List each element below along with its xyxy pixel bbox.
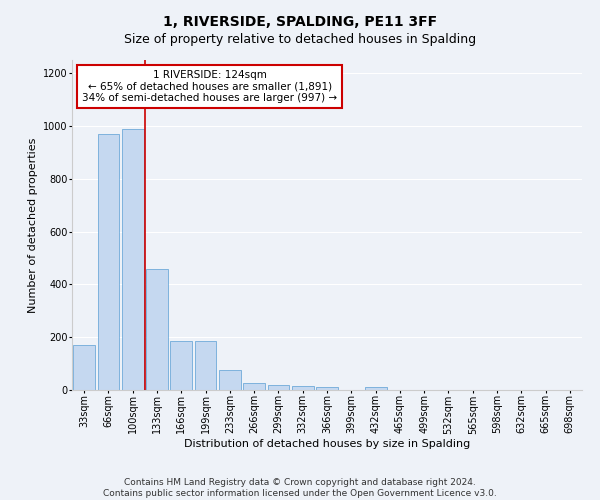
- Bar: [268, 384, 289, 390]
- Bar: [73, 345, 95, 390]
- Bar: [219, 370, 241, 390]
- Bar: [146, 268, 168, 390]
- Y-axis label: Number of detached properties: Number of detached properties: [28, 138, 38, 312]
- Bar: [170, 341, 192, 390]
- X-axis label: Distribution of detached houses by size in Spalding: Distribution of detached houses by size …: [184, 439, 470, 449]
- Bar: [194, 341, 217, 390]
- Text: 1, RIVERSIDE, SPALDING, PE11 3FF: 1, RIVERSIDE, SPALDING, PE11 3FF: [163, 15, 437, 29]
- Text: 1 RIVERSIDE: 124sqm
← 65% of detached houses are smaller (1,891)
34% of semi-det: 1 RIVERSIDE: 124sqm ← 65% of detached ho…: [82, 70, 337, 103]
- Bar: [122, 128, 143, 390]
- Text: Size of property relative to detached houses in Spalding: Size of property relative to detached ho…: [124, 32, 476, 46]
- Bar: [243, 384, 265, 390]
- Bar: [292, 386, 314, 390]
- Text: Contains HM Land Registry data © Crown copyright and database right 2024.
Contai: Contains HM Land Registry data © Crown c…: [103, 478, 497, 498]
- Bar: [365, 388, 386, 390]
- Bar: [97, 134, 119, 390]
- Bar: [316, 388, 338, 390]
